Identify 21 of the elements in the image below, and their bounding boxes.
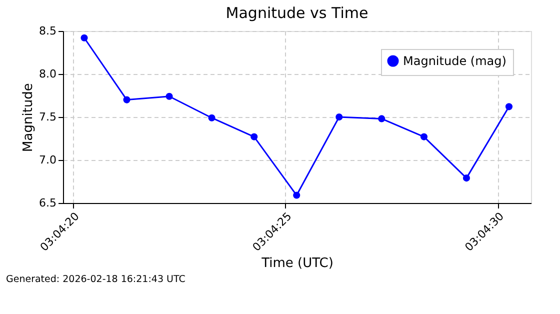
point <box>166 92 173 100</box>
y-tick-label: 8.5 <box>39 24 56 38</box>
point <box>420 133 428 140</box>
point <box>336 113 343 121</box>
legend-label: Magnitude (mag) <box>403 54 506 68</box>
y-tick-label: 8.0 <box>39 68 56 80</box>
y-axis-title: Magnitude <box>21 83 36 152</box>
point <box>462 174 470 182</box>
text: Generated: 2026-02-18 16:21:43 UTC <box>6 274 186 285</box>
point <box>293 192 300 199</box>
point <box>80 34 88 42</box>
chart-title: Magnitude vs Time <box>226 4 368 22</box>
point <box>123 96 130 104</box>
y-tick-label: 7.5 <box>39 110 56 124</box>
x-axis-title: Time (UTC) <box>260 256 334 272</box>
y-tick-label: 6.5 <box>39 196 56 210</box>
point <box>250 133 258 140</box>
point <box>208 114 216 122</box>
point <box>505 103 513 110</box>
y-tick-label: 7.0 <box>39 154 56 166</box>
point <box>378 115 386 122</box>
